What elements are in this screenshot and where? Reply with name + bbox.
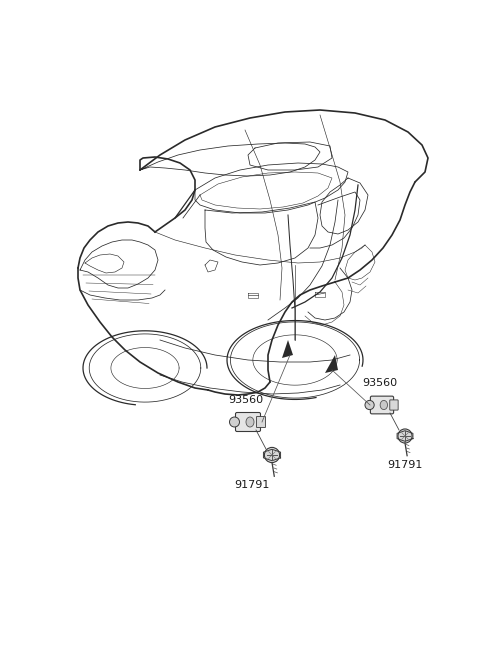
FancyBboxPatch shape	[256, 417, 265, 428]
Circle shape	[264, 447, 279, 462]
Ellipse shape	[246, 417, 254, 427]
Circle shape	[398, 429, 412, 443]
Circle shape	[229, 417, 240, 427]
FancyBboxPatch shape	[371, 396, 394, 414]
Polygon shape	[282, 340, 293, 358]
Ellipse shape	[380, 400, 387, 409]
Circle shape	[365, 400, 374, 409]
Text: 91791: 91791	[387, 460, 423, 470]
Text: 93560: 93560	[228, 395, 263, 405]
Text: 93560: 93560	[362, 378, 397, 388]
Polygon shape	[325, 355, 338, 373]
FancyBboxPatch shape	[236, 413, 261, 432]
FancyBboxPatch shape	[390, 400, 398, 410]
Text: 91791: 91791	[234, 480, 270, 490]
